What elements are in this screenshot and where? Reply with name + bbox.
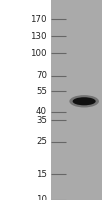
Text: 170: 170: [30, 15, 47, 24]
Text: 130: 130: [30, 32, 47, 41]
Text: 70: 70: [36, 71, 47, 80]
Text: 15: 15: [36, 170, 47, 179]
Ellipse shape: [69, 95, 99, 107]
Text: 55: 55: [36, 87, 47, 96]
Text: 100: 100: [30, 49, 47, 58]
Text: 35: 35: [36, 116, 47, 125]
Ellipse shape: [73, 97, 96, 105]
Text: 10: 10: [36, 196, 47, 200]
Text: 40: 40: [36, 107, 47, 116]
Bar: [51, 0, 102, 200]
Text: 25: 25: [36, 137, 47, 146]
